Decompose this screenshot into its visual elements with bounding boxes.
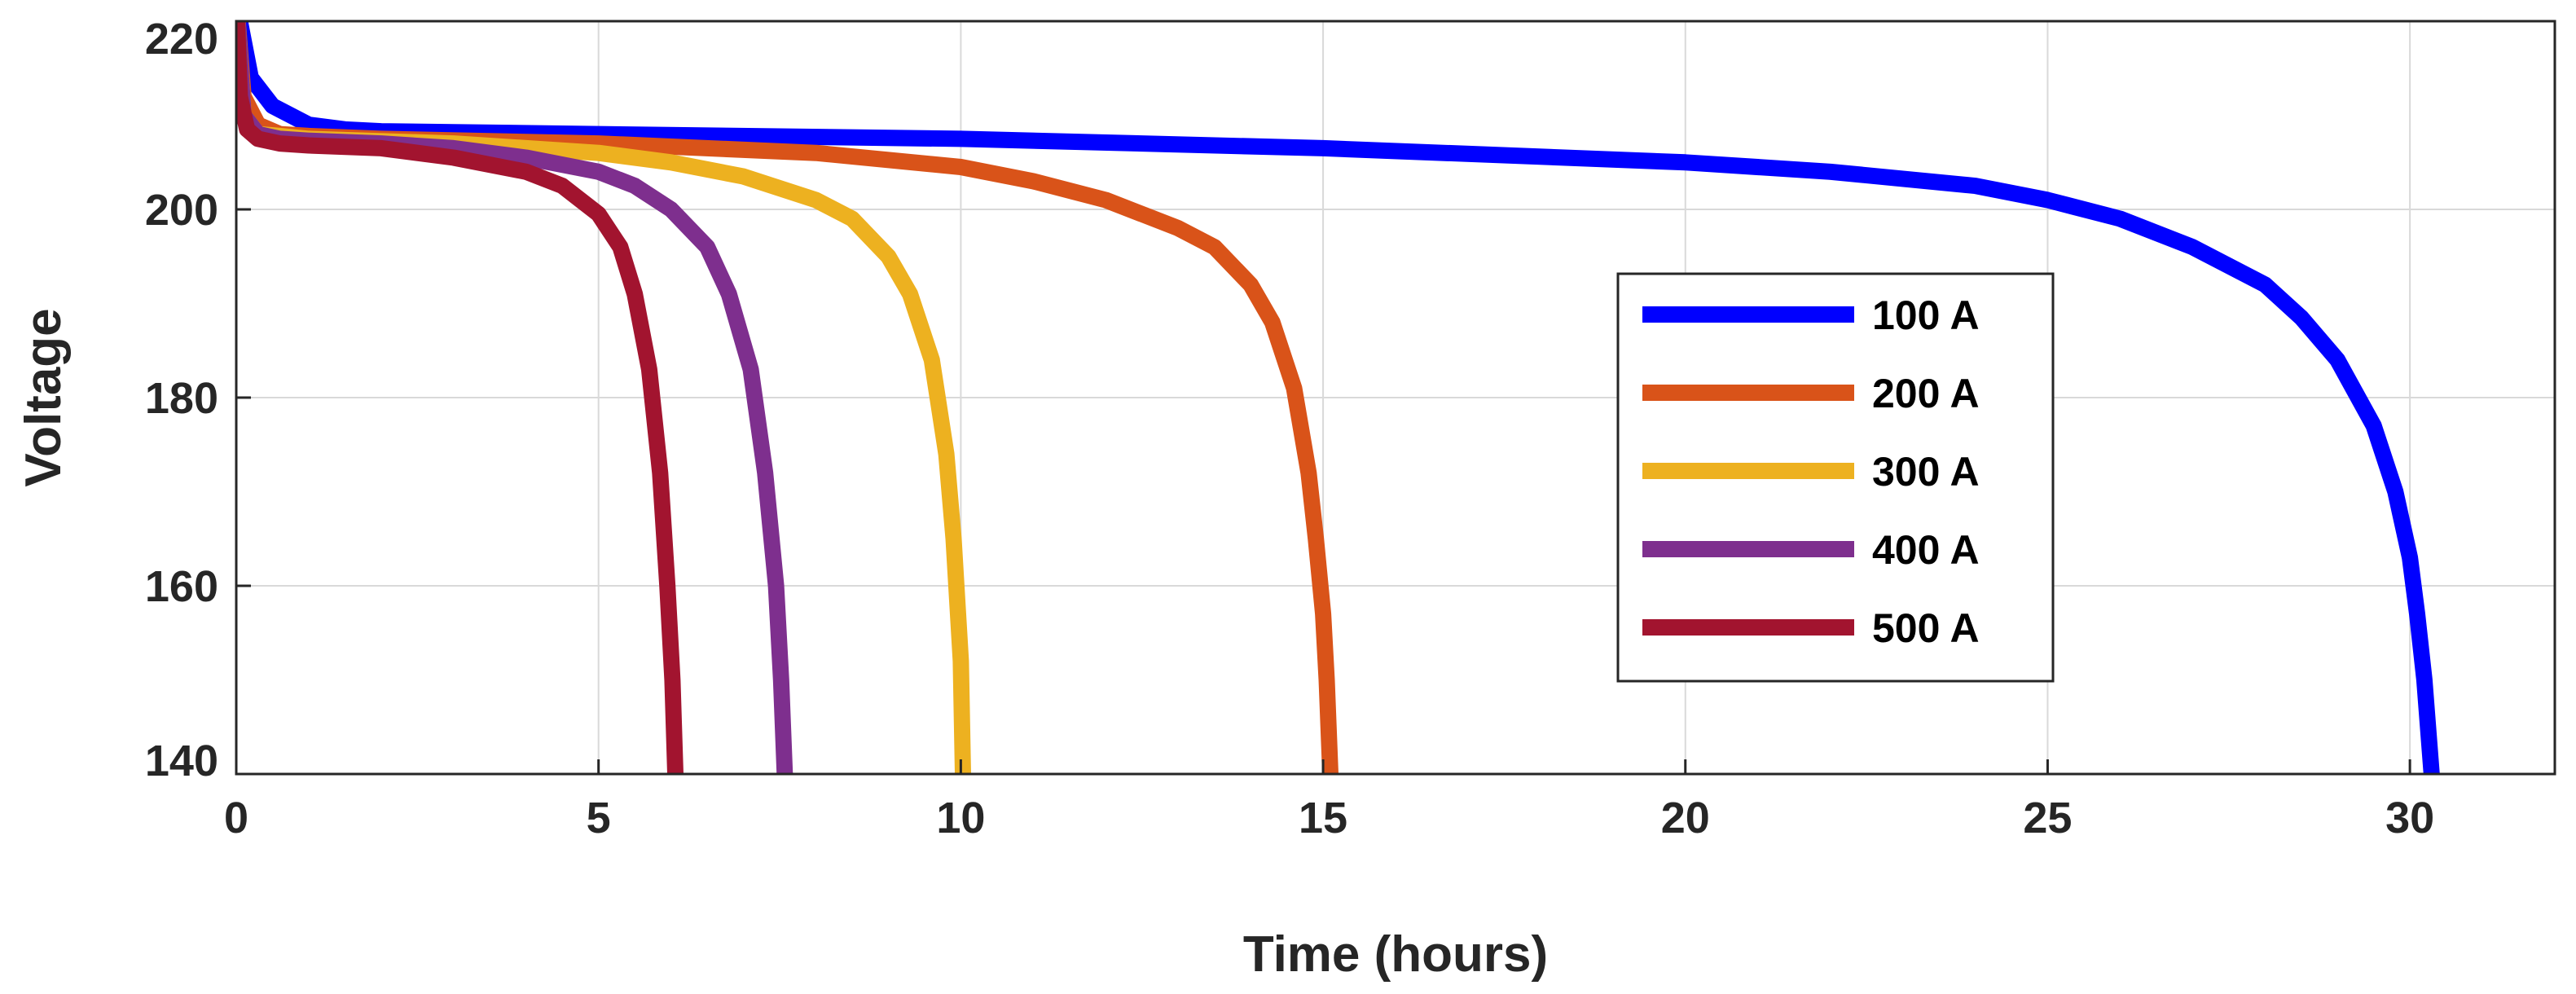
series-line-5	[236, 21, 684, 774]
x-axis-ticks: 0 5 10 15 20 25 30	[224, 759, 2434, 842]
x-tick-label: 5	[587, 794, 611, 842]
x-tick-label: 25	[2023, 794, 2072, 842]
plot-area	[235, 20, 2556, 776]
x-tick-label: 15	[1299, 794, 1347, 842]
x-tick-label: 30	[2385, 794, 2434, 842]
x-tick-label: 10	[936, 794, 985, 842]
legend: 100 A 200 A 300 A 400 A 500 A	[1616, 272, 2055, 683]
x-tick-label: 0	[224, 794, 248, 842]
legend-label: 500 A	[1872, 605, 1980, 651]
y-tick-label: 200	[145, 186, 218, 235]
y-axis-title: Voltage	[15, 308, 72, 486]
legend-label: 100 A	[1872, 292, 1980, 338]
series-line-1	[236, 21, 2440, 774]
legend-label: 400 A	[1872, 527, 1980, 573]
y-tick-label: 220	[145, 15, 218, 64]
legend-label: 300 A	[1872, 449, 1980, 495]
series-lines	[236, 21, 2440, 774]
y-tick-label: 160	[145, 562, 218, 611]
x-tick-label: 20	[1661, 794, 1710, 842]
y-axis-ticks: 140 160 180 200 220	[145, 15, 251, 785]
x-axis-title: Time (hours)	[1243, 926, 1548, 983]
y-tick-label: 140	[145, 737, 218, 785]
legend-label: 200 A	[1872, 371, 1980, 416]
y-tick-label: 180	[145, 374, 218, 423]
